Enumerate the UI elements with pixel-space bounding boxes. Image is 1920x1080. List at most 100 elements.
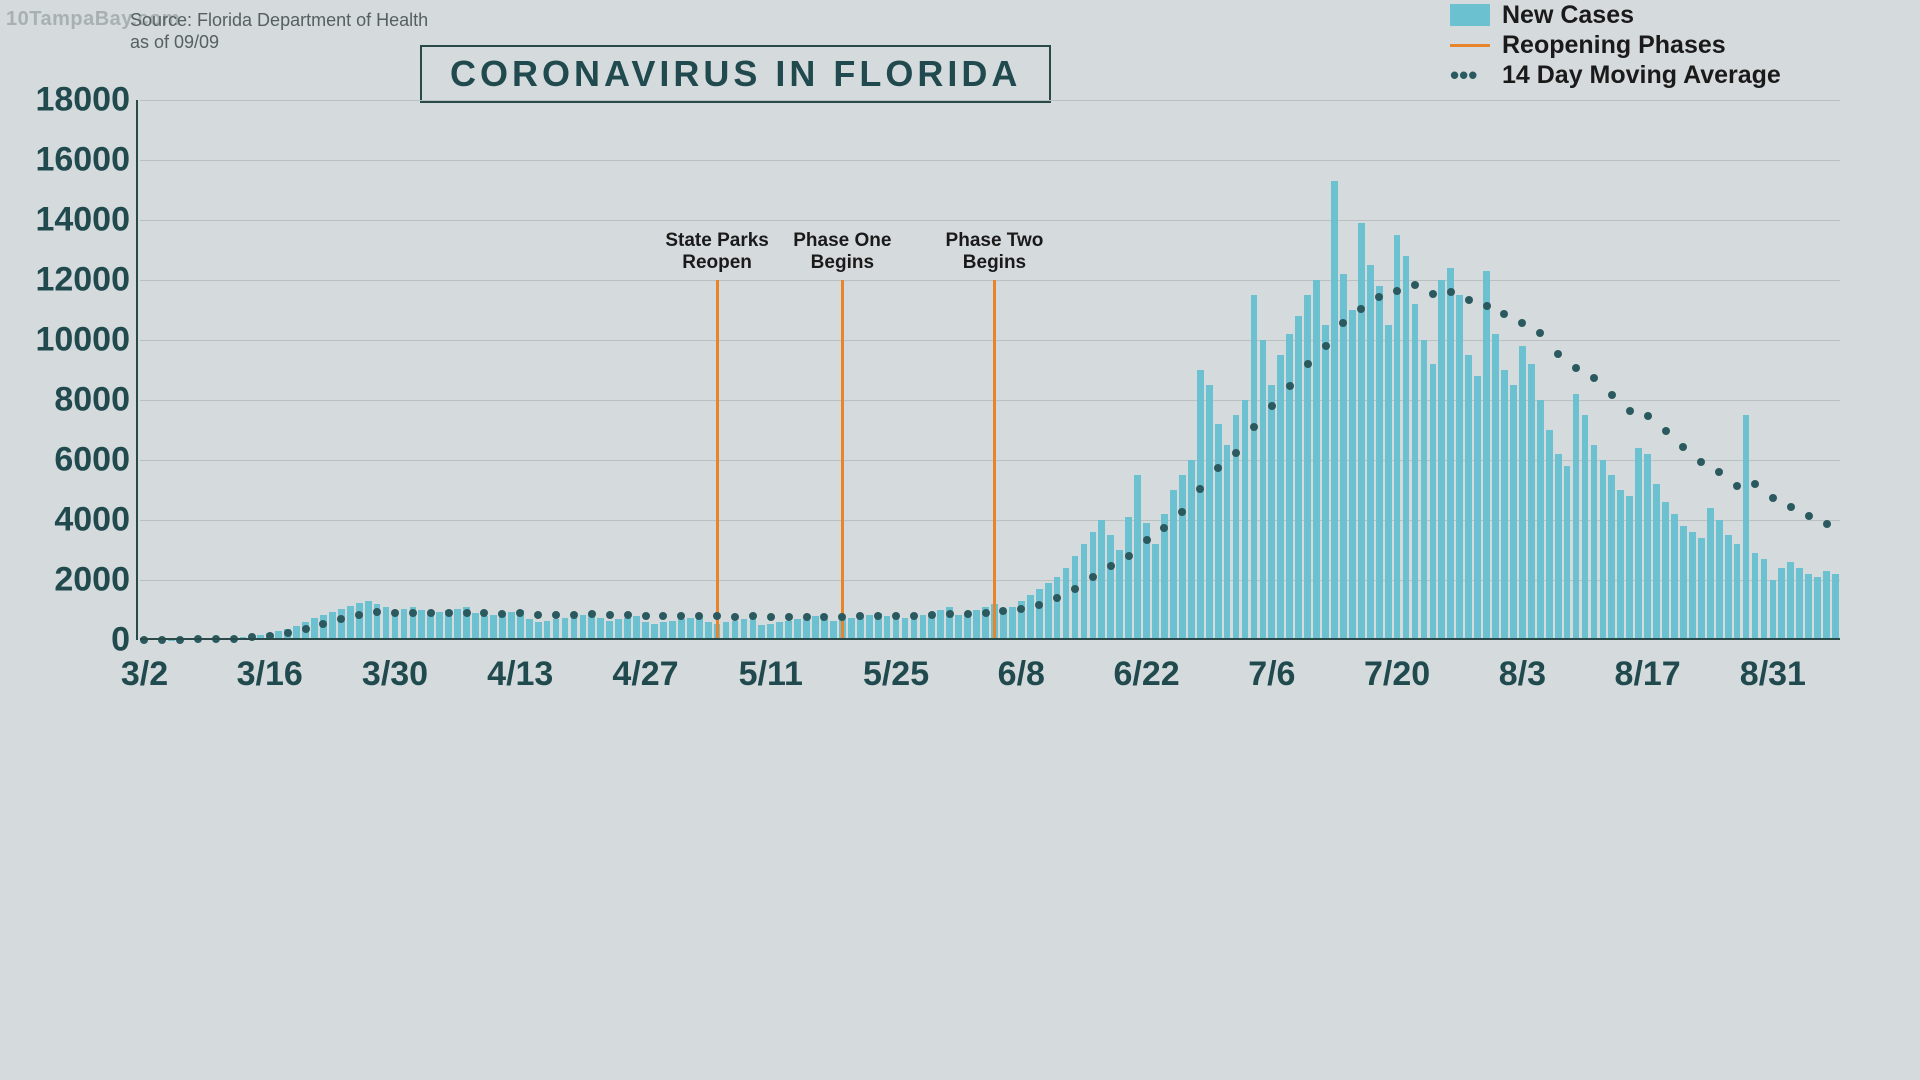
- bar: [597, 618, 604, 641]
- y-tick-label: 2000: [10, 561, 130, 600]
- phase-line: [841, 280, 844, 640]
- bar: [1770, 580, 1777, 640]
- legend-label-moving-avg: 14 Day Moving Average: [1502, 61, 1781, 90]
- bar: [893, 619, 900, 640]
- bar: [1260, 340, 1267, 640]
- moving-avg-dot: [1304, 360, 1312, 368]
- bar: [1412, 304, 1419, 640]
- moving-avg-dot: [1375, 293, 1383, 301]
- bar: [741, 619, 748, 640]
- bar: [1134, 475, 1141, 640]
- y-tick-label: 18000: [10, 81, 130, 120]
- moving-avg-dot: [982, 609, 990, 617]
- bar: [1385, 325, 1392, 640]
- moving-avg-dot: [1447, 288, 1455, 296]
- moving-avg-dot: [1232, 449, 1240, 457]
- bar: [1403, 256, 1410, 640]
- bar: [1546, 430, 1553, 640]
- moving-avg-dot: [1572, 364, 1580, 372]
- x-tick-label: 4/13: [487, 655, 553, 694]
- plot: State ParksReopenPhase OneBeginsPhase Tw…: [140, 100, 1840, 640]
- bar: [803, 618, 810, 641]
- bar: [678, 619, 685, 640]
- bar: [1752, 553, 1759, 640]
- moving-avg-dot: [1411, 281, 1419, 289]
- bar: [750, 618, 757, 641]
- x-axis: 3/23/163/304/134/275/115/256/86/227/67/2…: [140, 640, 1840, 700]
- bar: [1063, 568, 1070, 640]
- bar: [1787, 562, 1794, 640]
- bar: [1286, 334, 1293, 640]
- phase-line: [993, 280, 996, 640]
- bar: [1734, 544, 1741, 640]
- moving-avg-dot: [1483, 302, 1491, 310]
- bar: [1716, 520, 1723, 640]
- bar: [571, 616, 578, 640]
- bar: [1072, 556, 1079, 640]
- moving-avg-dot: [785, 613, 793, 621]
- bar: [401, 609, 408, 641]
- moving-avg-dot: [1536, 329, 1544, 337]
- bar: [1161, 514, 1168, 640]
- legend-item-moving-avg: ••• 14 Day Moving Average: [1450, 60, 1870, 90]
- bar: [1170, 490, 1177, 640]
- moving-avg-dot: [1143, 536, 1151, 544]
- bar: [356, 603, 363, 641]
- bar: [508, 612, 515, 641]
- moving-avg-dot: [731, 613, 739, 621]
- bar: [1644, 454, 1651, 640]
- bar: [1778, 568, 1785, 640]
- moving-avg-dot: [1071, 585, 1079, 593]
- gridline: [140, 280, 1840, 281]
- moving-avg-dot: [1322, 342, 1330, 350]
- bar: [1707, 508, 1714, 640]
- moving-avg-dot: [838, 613, 846, 621]
- bar: [1009, 607, 1016, 640]
- bar: [1054, 577, 1061, 640]
- phase-label: Phase TwoBegins: [946, 230, 1044, 274]
- moving-avg-dot: [803, 613, 811, 621]
- bar: [1045, 583, 1052, 640]
- moving-avg-dot: [1160, 524, 1168, 532]
- bar: [884, 616, 891, 640]
- y-tick-label: 6000: [10, 441, 130, 480]
- moving-avg-dot: [1590, 374, 1598, 382]
- moving-avg-dot: [588, 610, 596, 618]
- bar: [1340, 274, 1347, 640]
- bar: [1698, 538, 1705, 640]
- bar: [1349, 310, 1356, 640]
- bar: [633, 616, 640, 640]
- bar: [937, 610, 944, 640]
- bar: [1555, 454, 1562, 640]
- moving-avg-dot: [1751, 480, 1759, 488]
- bar: [687, 618, 694, 641]
- gridline: [140, 220, 1840, 221]
- moving-avg-dot: [642, 612, 650, 620]
- moving-avg-dot: [874, 612, 882, 620]
- bar: [1251, 295, 1258, 640]
- bar: [1474, 376, 1481, 640]
- x-tick-label: 3/2: [121, 655, 168, 694]
- moving-avg-dot: [1769, 494, 1777, 502]
- bar: [1295, 316, 1302, 640]
- bar: [1796, 568, 1803, 640]
- moving-avg-dot: [1196, 485, 1204, 493]
- moving-avg-dot: [1053, 594, 1061, 602]
- bar: [794, 619, 801, 640]
- bar: [472, 613, 479, 640]
- moving-avg-dot: [1644, 412, 1652, 420]
- source-citation: Source: Florida Department of Health as …: [130, 10, 428, 53]
- moving-avg-dot: [1017, 605, 1025, 613]
- bar: [1268, 385, 1275, 640]
- bar: [1653, 484, 1660, 640]
- bar: [1805, 574, 1812, 640]
- bar: [580, 615, 587, 641]
- moving-avg-dot: [1286, 382, 1294, 390]
- bar: [1304, 295, 1311, 640]
- x-tick-label: 3/16: [237, 655, 303, 694]
- bar: [1832, 574, 1839, 640]
- moving-avg-dot: [570, 611, 578, 619]
- moving-avg-dot: [1715, 468, 1723, 476]
- bar: [1376, 286, 1383, 640]
- phase-label: State ParksReopen: [665, 230, 769, 274]
